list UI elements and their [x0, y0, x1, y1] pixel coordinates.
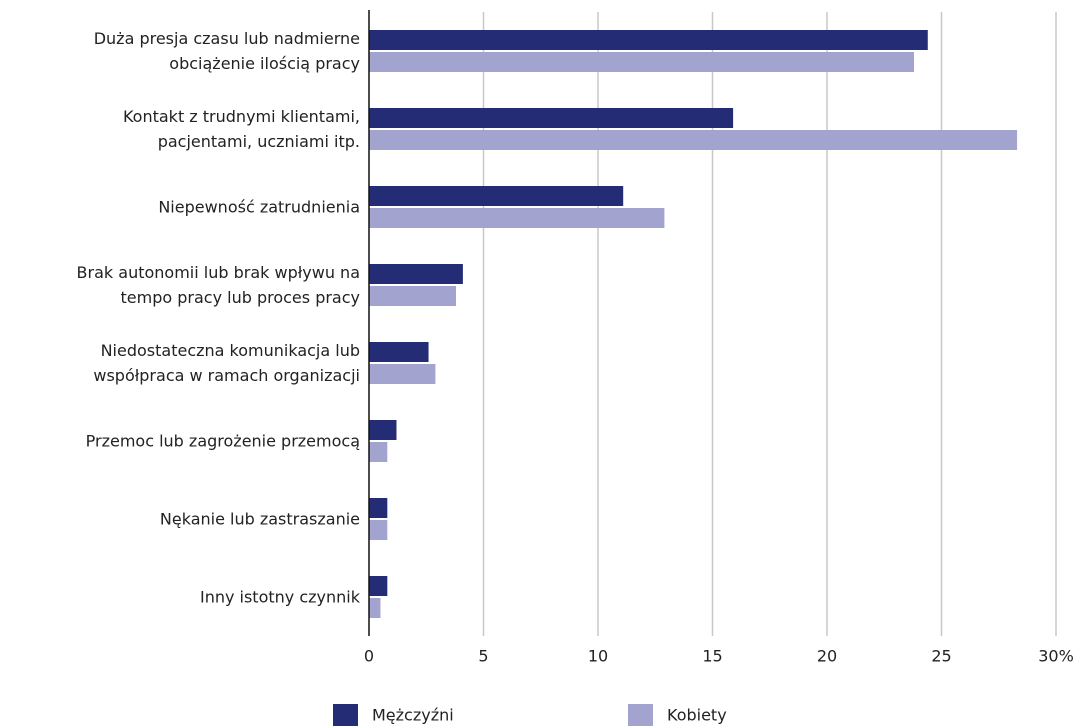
- category-label: Brak autonomii lub brak wpływu na tempo …: [76, 263, 360, 307]
- bar: [369, 420, 397, 440]
- bar: [369, 264, 463, 284]
- bar: [369, 598, 381, 618]
- x-tick-label: 0: [364, 647, 374, 666]
- category-label: Niepewność zatrudnienia: [158, 197, 360, 217]
- x-tick-label: 5: [478, 647, 488, 666]
- bar: [369, 364, 436, 384]
- legend-swatch: [333, 704, 358, 726]
- x-tick-label: 30%: [1038, 647, 1074, 666]
- bar: [369, 52, 915, 72]
- bar: [369, 442, 388, 462]
- bar: [369, 520, 388, 540]
- legend-label: Kobiety: [667, 706, 727, 725]
- bar: [369, 286, 457, 306]
- bar: [369, 208, 665, 228]
- bar: [369, 130, 1018, 150]
- x-tick-label: 20: [817, 647, 837, 666]
- x-tick-label: 25: [931, 647, 951, 666]
- bar: [369, 498, 388, 518]
- bar: [369, 342, 429, 362]
- x-tick-label: 15: [702, 647, 722, 666]
- bar: [369, 576, 388, 596]
- x-tick-label: 10: [588, 647, 608, 666]
- legend-label: Mężczyźni: [372, 706, 454, 725]
- bar: [369, 186, 624, 206]
- bar: [369, 30, 928, 50]
- category-label: Duża presja czasu lub nadmierne obciążen…: [93, 29, 360, 73]
- category-label: Inny istotny czynnik: [199, 587, 360, 607]
- category-label: Kontakt z trudnymi klientami, pacjentami…: [122, 107, 360, 151]
- category-label: Przemoc lub zagrożenie przemocą: [85, 431, 360, 451]
- category-label: Niedostateczna komunikacja lub współprac…: [93, 341, 360, 385]
- legend-swatch: [628, 704, 653, 726]
- bar: [369, 108, 734, 128]
- category-label: Nękanie lub zastraszanie: [159, 509, 360, 529]
